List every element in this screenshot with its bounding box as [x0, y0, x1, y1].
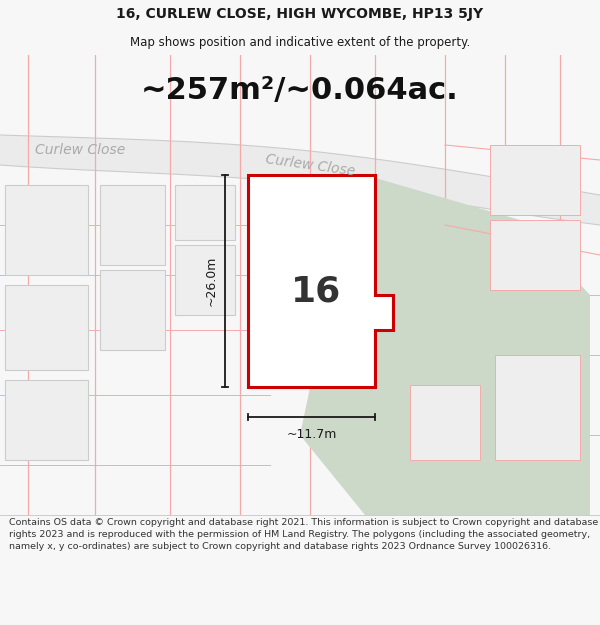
Text: Curlew Close: Curlew Close — [35, 143, 125, 157]
Polygon shape — [0, 135, 600, 225]
Bar — [490, 220, 580, 290]
Bar — [5, 380, 88, 460]
Polygon shape — [248, 175, 393, 387]
Bar — [175, 245, 235, 315]
Text: ~11.7m: ~11.7m — [286, 429, 337, 441]
Bar — [5, 285, 88, 370]
Text: ~26.0m: ~26.0m — [205, 256, 218, 306]
Text: ~257m²/~0.064ac.: ~257m²/~0.064ac. — [141, 76, 459, 104]
Bar — [255, 185, 360, 280]
Text: Map shows position and indicative extent of the property.: Map shows position and indicative extent… — [130, 36, 470, 49]
Bar — [410, 385, 480, 460]
Text: 16: 16 — [292, 274, 341, 308]
Bar — [175, 185, 235, 240]
Bar — [100, 185, 165, 265]
Bar — [490, 145, 580, 215]
Polygon shape — [300, 175, 590, 515]
Bar — [495, 355, 580, 460]
Text: Contains OS data © Crown copyright and database right 2021. This information is : Contains OS data © Crown copyright and d… — [9, 518, 598, 551]
Bar — [100, 270, 165, 350]
Text: Curlew Close: Curlew Close — [265, 152, 356, 178]
Text: 16, CURLEW CLOSE, HIGH WYCOMBE, HP13 5JY: 16, CURLEW CLOSE, HIGH WYCOMBE, HP13 5JY — [116, 7, 484, 21]
Bar — [5, 185, 88, 275]
